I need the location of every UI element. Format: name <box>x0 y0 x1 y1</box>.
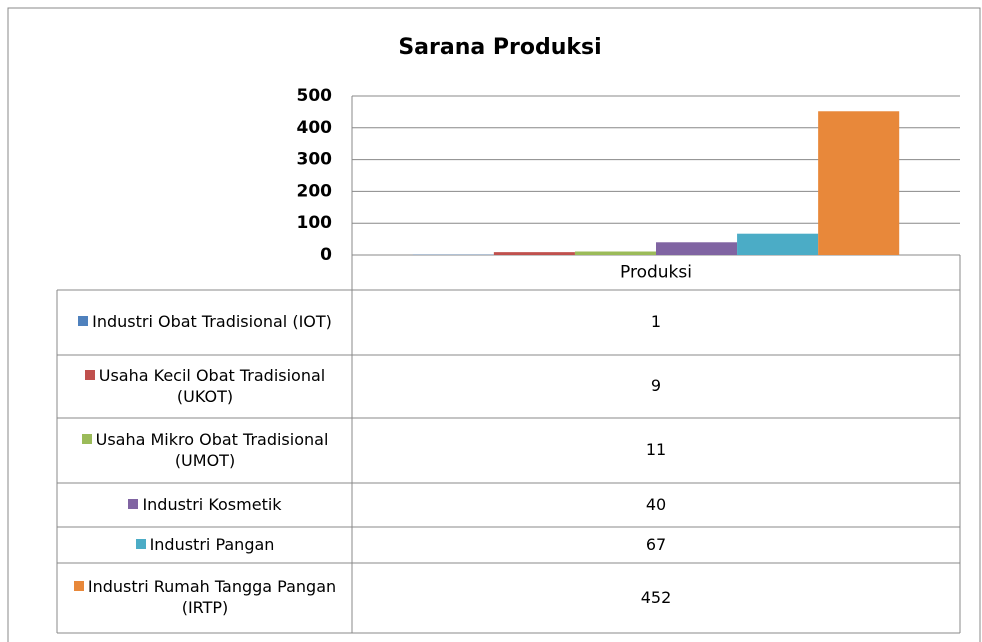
legend-entry: Industri Rumah Tangga Pangan (IRTP) <box>60 563 350 633</box>
legend-entry: Usaha Kecil Obat Tradisional (UKOT) <box>60 355 350 418</box>
bar <box>737 233 819 255</box>
table-value: 40 <box>645 494 667 514</box>
x-tick-label: Produksi <box>620 263 692 283</box>
legend-key <box>128 498 139 509</box>
bar <box>818 111 900 255</box>
legend-key <box>135 538 146 549</box>
legend-entry: Industri Obat Tradisional (IOT) <box>60 290 350 355</box>
table-value: 1 <box>650 312 662 332</box>
legend-text: Industri Obat Tradisional (IOT) <box>92 312 332 332</box>
bar <box>656 242 738 255</box>
y-tick-label: 500 <box>297 86 333 106</box>
bar <box>574 251 656 255</box>
legend-label: Usaha Kecil Obat Tradisional (UKOT) <box>62 366 348 408</box>
legend-text: Usaha Kecil Obat Tradisional (UKOT) <box>98 365 326 406</box>
legend-label: Industri Kosmetik <box>128 494 282 516</box>
legend-text: Industri Kosmetik <box>142 494 282 514</box>
legend-entry: Industri Pangan <box>60 527 350 563</box>
table-value: 9 <box>650 376 662 396</box>
table-value: 67 <box>645 534 667 554</box>
chart-title: Sarana Produksi <box>398 35 601 60</box>
table-value: 11 <box>645 440 667 460</box>
y-tick-label: 400 <box>297 118 333 138</box>
legend-text: Industri Rumah Tangga Pangan (IRTP) <box>87 577 337 617</box>
y-tick-label: 100 <box>297 213 333 233</box>
legend-key <box>78 316 89 327</box>
legend-text: Industri Pangan <box>149 534 275 554</box>
legend-key <box>81 433 92 444</box>
y-tick-label: 200 <box>297 181 333 201</box>
legend-key <box>73 581 84 592</box>
bar <box>493 252 575 255</box>
legend-key <box>84 369 95 380</box>
legend-label: Usaha Mikro Obat Tradisional (UMOT) <box>62 430 348 472</box>
legend-label: Industri Obat Tradisional (IOT) <box>78 312 332 333</box>
legend-entry: Usaha Mikro Obat Tradisional (UMOT) <box>60 418 350 483</box>
legend-label: Industri Pangan <box>135 534 275 556</box>
legend-text: Usaha Mikro Obat Tradisional (UMOT) <box>95 429 329 470</box>
y-tick-label: 300 <box>297 150 333 170</box>
legend-label: Industri Rumah Tangga Pangan (IRTP) <box>62 577 348 619</box>
table-value: 452 <box>640 587 672 607</box>
legend-entry: Industri Kosmetik <box>60 483 350 527</box>
chart-border <box>7 7 981 642</box>
y-tick-label: 0 <box>320 245 332 265</box>
